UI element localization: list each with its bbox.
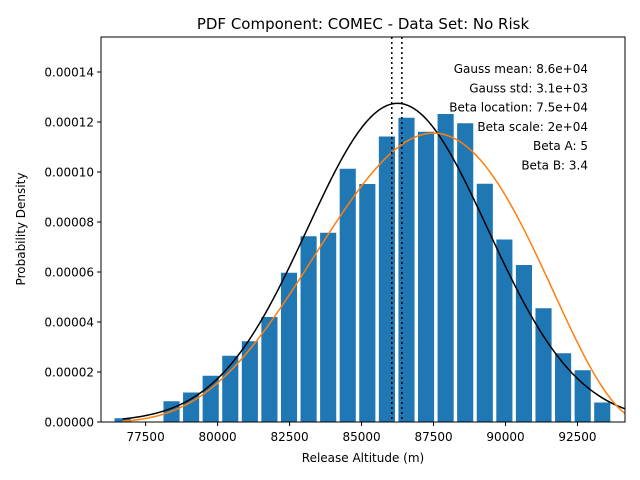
bar-6 <box>261 317 278 422</box>
bar-23 <box>594 402 611 422</box>
bars-group <box>114 114 611 422</box>
bar-0 <box>114 418 131 422</box>
bar-11 <box>359 184 376 422</box>
bar-15 <box>437 114 454 422</box>
bar-17 <box>476 183 493 422</box>
y-tick-label: 0.00004 <box>44 316 94 330</box>
y-tick-label: 0.00012 <box>44 116 94 130</box>
gauss-curve <box>122 102 625 420</box>
x-tick-label: 92500 <box>558 430 596 444</box>
x-tick-label: 85000 <box>342 430 380 444</box>
bar-19 <box>515 265 533 422</box>
bar-2 <box>183 392 200 422</box>
bar-8 <box>300 236 317 422</box>
beta-curve <box>122 132 625 422</box>
annotation-block: Gauss mean: 8.6e+04 Gauss std: 3.1e+03 Bet… <box>449 62 588 173</box>
bar-7 <box>280 272 298 422</box>
annotation-line: Gauss std: 3.1e+03 <box>469 81 588 95</box>
x-tick-label: 77500 <box>127 430 165 444</box>
bar-9 <box>320 232 337 422</box>
bar-14 <box>417 131 435 422</box>
bar-21 <box>555 353 572 422</box>
x-tick-label: 80000 <box>199 430 237 444</box>
bar-20 <box>535 308 552 422</box>
vlines-group <box>391 37 403 422</box>
annotation-line: Beta B: 3.4 <box>521 159 588 173</box>
y-tick-label: 0.00008 <box>44 216 94 230</box>
y-tick-label: 0.00006 <box>44 266 94 280</box>
annotation-line: Gauss mean: 8.6e+04 <box>454 62 588 76</box>
y-tick-label: 0.00000 <box>44 416 94 430</box>
bar-22 <box>574 370 591 422</box>
x-axis-label: Release Altitude (m) <box>302 451 424 465</box>
y-axis-label: Probability Density <box>14 173 28 286</box>
bar-12 <box>378 136 395 422</box>
bar-18 <box>496 239 513 422</box>
bar-10 <box>339 168 356 422</box>
bar-5 <box>241 341 258 422</box>
annotation-line: Beta scale: 2e+04 <box>477 120 588 134</box>
bar-4 <box>222 355 239 422</box>
curves-group <box>122 102 625 422</box>
y-tick-label: 0.00010 <box>44 166 94 180</box>
bar-3 <box>202 375 219 422</box>
plot-frame <box>100 36 626 423</box>
x-tick-label: 82500 <box>270 430 308 444</box>
x-axis-ticks: 77500 80000 82500 85000 87500 90000 92500 <box>127 422 597 444</box>
x-tick-label: 90000 <box>486 430 524 444</box>
bar-13 <box>398 117 415 422</box>
bar-16 <box>457 123 474 422</box>
chart-title: PDF Component: COMEC - Data Set: No Risk <box>197 15 530 33</box>
y-axis-ticks: 0.00000 0.00002 0.00004 0.00006 0.00008 0.000… <box>44 66 101 430</box>
annotation-line: Beta A: 5 <box>533 139 588 153</box>
annotation-line: Beta location: 7.5e+04 <box>449 101 588 115</box>
y-tick-label: 0.00002 <box>44 366 94 380</box>
x-tick-label: 87500 <box>414 430 452 444</box>
y-tick-label: 0.00014 <box>44 66 94 80</box>
